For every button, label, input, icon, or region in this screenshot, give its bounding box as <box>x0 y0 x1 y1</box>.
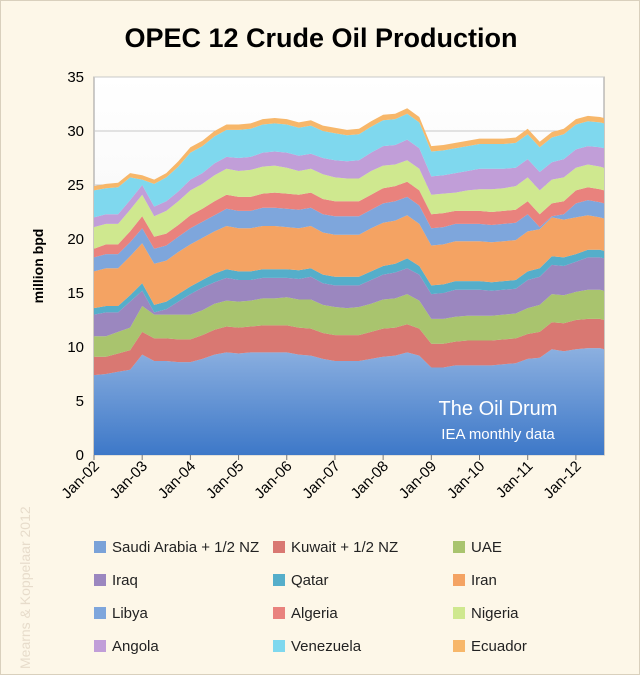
legend-label: Iraq <box>112 571 138 589</box>
legend-item: Ecuador <box>453 637 527 655</box>
area-series-7 <box>94 196 604 272</box>
area-series-8 <box>94 181 604 258</box>
legend-label: Angola <box>112 637 159 655</box>
legend-swatch <box>94 640 106 653</box>
area-series-1 <box>94 348 604 455</box>
y-tick-label: 10 <box>67 339 84 356</box>
legend-label: Nigeria <box>471 604 519 622</box>
x-tick-label: Jan-10 <box>444 458 488 502</box>
legend-swatch <box>453 574 465 587</box>
area-series-6 <box>94 215 604 309</box>
legend-label: Venezuela <box>291 637 362 655</box>
legend-item: Nigeria <box>453 604 519 622</box>
legend-swatch <box>453 541 465 554</box>
y-axis-label: million bpd <box>30 229 46 304</box>
x-tick-label: Jan-03 <box>107 458 151 502</box>
legend-label: Iran <box>471 571 497 589</box>
legend-item: Qatar <box>273 571 329 589</box>
legend-item: UAE <box>453 538 502 556</box>
y-axis: 0 5 10 15 20 25 30 35 <box>67 69 84 464</box>
area-series-12 <box>94 108 604 191</box>
x-tick-label: Jan-06 <box>251 458 295 502</box>
legend-item: Algeria <box>273 604 338 622</box>
x-tick-label: Jan-07 <box>299 458 343 502</box>
legend-swatch <box>94 574 106 587</box>
legend-item: Saudi Arabia + 1/2 NZ <box>94 538 259 556</box>
area-series-11 <box>94 113 604 218</box>
x-tick-label: Jan-11 <box>493 458 537 502</box>
legend-item: Kuwait + 1/2 NZ <box>273 538 398 556</box>
x-tick-label: Jan-04 <box>155 458 199 502</box>
legend-swatch <box>94 607 106 620</box>
legend-swatch <box>273 640 285 653</box>
x-tick-label: Jan-09 <box>396 458 440 502</box>
legend-item: Venezuela <box>273 637 361 655</box>
legend-label: Algeria <box>291 604 338 622</box>
legend-label: Libya <box>112 604 148 622</box>
legend-label: Qatar <box>291 571 329 589</box>
chart-title: OPEC 12 Crude Oil Production <box>124 23 518 53</box>
area-series-2 <box>94 318 604 376</box>
y-tick-label: 35 <box>67 69 84 86</box>
legend-item: Angola <box>94 637 159 655</box>
legend-swatch <box>273 574 285 587</box>
y-tick-label: 30 <box>67 123 84 140</box>
legend-item: Iran <box>453 571 497 589</box>
y-tick-label: 15 <box>67 285 84 302</box>
legend-swatch <box>273 541 285 554</box>
area-series-group <box>94 108 604 455</box>
legend-label: Saudi Arabia + 1/2 NZ <box>112 538 260 556</box>
y-tick-label: 20 <box>67 231 84 248</box>
legend-swatch <box>453 607 465 620</box>
area-series-5 <box>94 249 604 315</box>
area-series-9 <box>94 160 604 249</box>
x-tick-label: Jan-12 <box>540 458 584 502</box>
legend-label: Ecuador <box>471 637 527 655</box>
legend-item: Iraq <box>94 571 138 589</box>
annotation-main: The Oil Drum <box>439 398 558 420</box>
legend-swatch <box>94 541 106 554</box>
annotation-sub: IEA monthly data <box>441 426 555 443</box>
x-axis: Jan-02 Jan-03 Jan-04 Jan-05 Jan-06 Jan-07 Jan-… <box>58 455 585 502</box>
legend-label: Kuwait + 1/2 NZ <box>291 538 399 556</box>
legend-swatch <box>273 607 285 620</box>
x-tick-label: Jan-05 <box>203 458 247 502</box>
area-series-10 <box>94 139 604 228</box>
x-tick-label: Jan-02 <box>58 458 102 502</box>
legend-swatch <box>453 640 465 653</box>
legend-label: UAE <box>471 538 502 556</box>
area-series-4 <box>94 257 604 337</box>
x-tick-label: Jan-08 <box>348 458 392 502</box>
y-tick-label: 5 <box>76 393 84 410</box>
area-series-3 <box>94 289 604 357</box>
y-tick-label: 25 <box>67 177 84 194</box>
legend-item: Libya <box>94 604 148 622</box>
y-tick-label: 0 <box>76 447 84 464</box>
